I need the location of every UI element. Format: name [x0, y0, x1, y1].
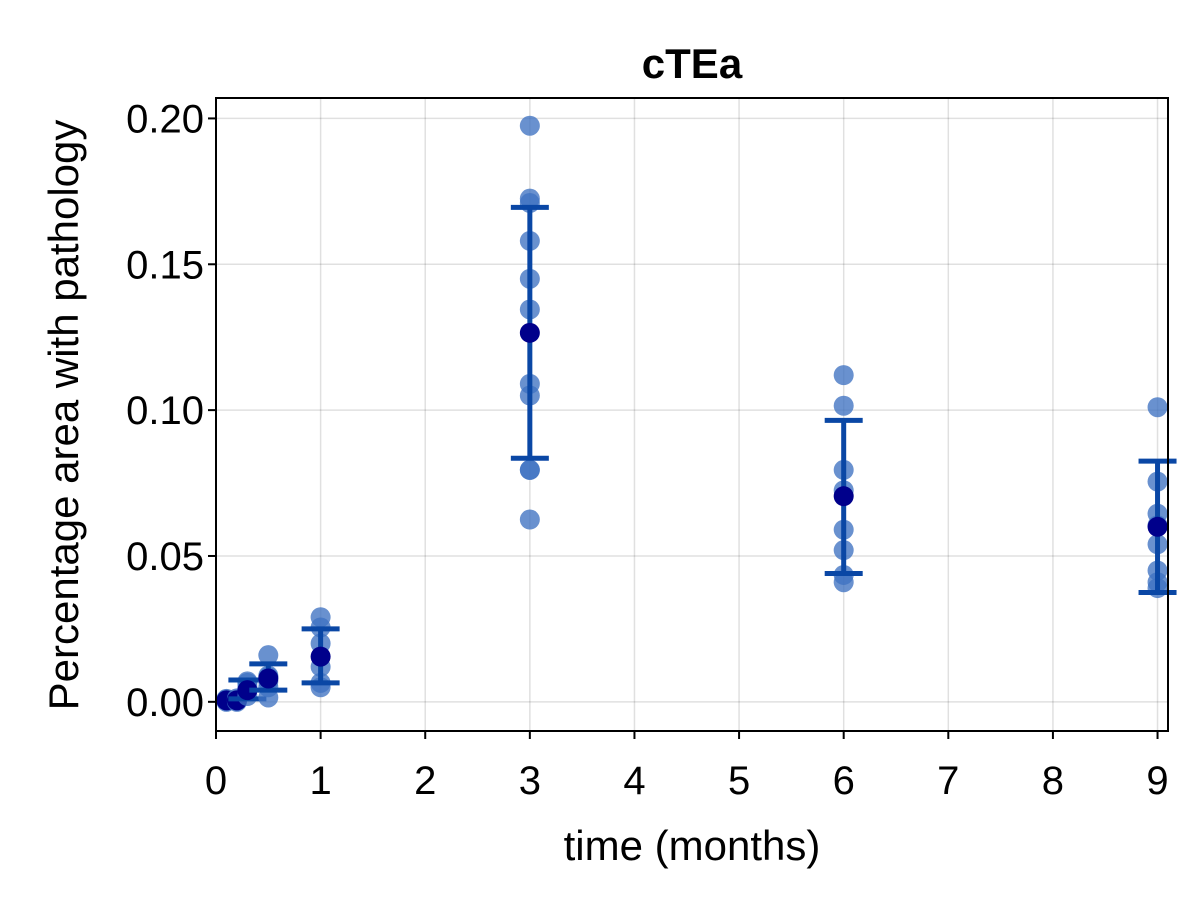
- data-point: [519, 188, 540, 209]
- y-axis: 0.00 0.05 0.10 0.15 0.20: [126, 97, 216, 725]
- grid: [215, 98, 1168, 731]
- data-point: [519, 509, 540, 530]
- data-point: [1147, 397, 1168, 418]
- data-point: [833, 365, 854, 386]
- x-tick-label: 2: [414, 759, 436, 803]
- mean-point: [1147, 516, 1168, 537]
- data-point: [519, 459, 540, 480]
- data-point: [519, 115, 540, 136]
- y-tick-label: 0.05: [126, 535, 204, 579]
- x-tick-label: 0: [205, 759, 227, 803]
- data-point: [310, 607, 331, 628]
- mean-point: [833, 486, 854, 507]
- mean-point: [310, 646, 331, 667]
- x-tick-label: 8: [1042, 759, 1064, 803]
- chart-marks: [216, 115, 1177, 712]
- x-tick-label: 1: [309, 759, 331, 803]
- mean-point: [258, 668, 279, 689]
- y-tick-label: 0.10: [126, 389, 204, 433]
- plot-frame: [215, 97, 1169, 732]
- x-tick-label: 3: [519, 759, 541, 803]
- chart-title: cTEa: [642, 40, 743, 87]
- data-point: [833, 395, 854, 416]
- x-tick-label: 9: [1146, 759, 1168, 803]
- x-tick-label: 6: [833, 759, 855, 803]
- mean-point: [519, 322, 540, 343]
- x-tick-label: 7: [937, 759, 959, 803]
- x-axis-label: time (months): [564, 822, 821, 869]
- y-tick-label: 0.15: [126, 243, 204, 287]
- y-axis-label: Percentage area with pathology: [40, 120, 87, 711]
- x-axis: 0 1 2 3 4 5 6 7 8 9: [205, 731, 1169, 803]
- data-point: [258, 645, 279, 666]
- x-tick-label: 4: [623, 759, 645, 803]
- y-tick-label: 0.00: [126, 681, 204, 725]
- x-tick-label: 5: [728, 759, 750, 803]
- mean-point: [237, 680, 258, 701]
- y-tick-label: 0.20: [126, 97, 204, 141]
